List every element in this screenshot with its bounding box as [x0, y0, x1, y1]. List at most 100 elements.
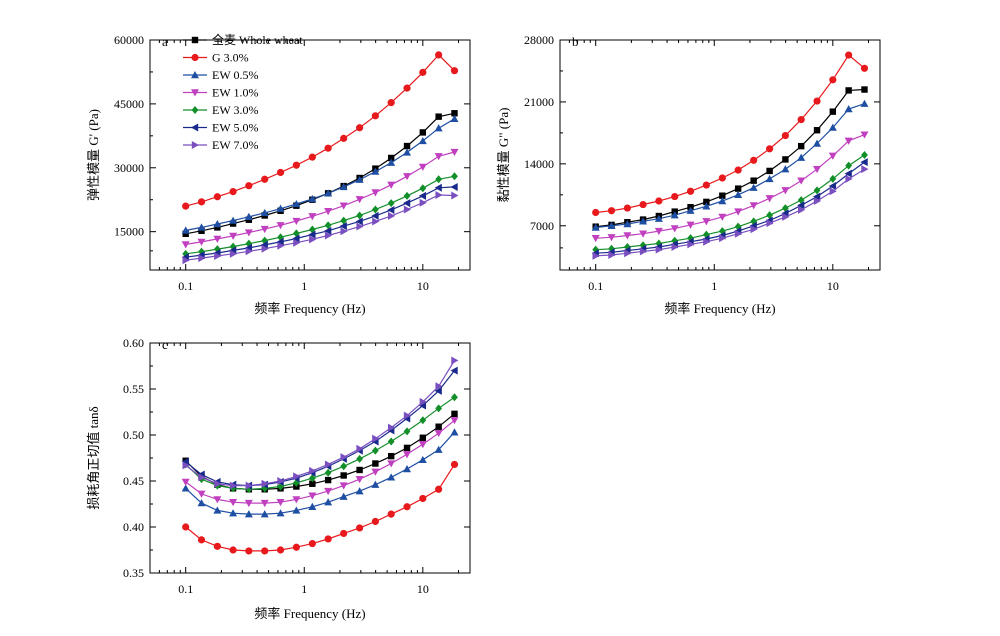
data-point: [829, 187, 837, 196]
series-ew-7-0: [592, 165, 869, 260]
data-point: [260, 510, 269, 518]
data-point: [403, 199, 411, 208]
data-point: [655, 245, 663, 254]
data-point: [371, 211, 379, 220]
data-point: [371, 189, 380, 197]
data-point: [292, 234, 300, 243]
x-tick-label: 1: [301, 279, 307, 293]
data-point: [356, 211, 364, 220]
y-tick-label: 0.40: [123, 520, 144, 534]
data-point: [213, 235, 222, 243]
data-point: [607, 234, 616, 242]
data-point: [387, 154, 395, 162]
data-point: [734, 208, 743, 216]
data-point: [339, 492, 348, 500]
data-point: [419, 68, 427, 76]
data-point: [308, 539, 316, 548]
panel-a-series: [181, 51, 459, 265]
data-point: [245, 239, 253, 248]
data-point: [387, 473, 396, 481]
data-point: [356, 466, 363, 474]
series-whole-wheat: [182, 410, 458, 493]
data-point: [355, 487, 364, 495]
data-point: [766, 219, 774, 228]
data-point: [355, 196, 364, 204]
data-point: [245, 481, 253, 490]
data-point: [356, 444, 364, 453]
data-point: [750, 225, 758, 234]
series-ew-3-0: [182, 172, 458, 258]
series-ew-5-0: [591, 158, 868, 258]
data-point: [719, 192, 726, 199]
y-tick-label: 7000: [530, 219, 554, 233]
y-tick-label: 45000: [114, 97, 144, 111]
data-point: [324, 460, 333, 469]
y-tick-label: 15000: [114, 225, 144, 239]
data-point: [639, 200, 647, 209]
y-tick-label: 0.60: [123, 336, 144, 350]
data-point: [418, 191, 427, 200]
series-ew-1-0: [181, 417, 459, 508]
data-point: [813, 127, 821, 134]
data-point: [734, 185, 742, 192]
data-point: [372, 434, 380, 443]
panel-c-label: c: [162, 337, 168, 352]
y-tick-label: 28000: [524, 33, 554, 47]
data-point: [387, 452, 395, 460]
data-point: [387, 437, 395, 446]
legend: 全麦 Whole wheat G 3.0% EW 0.5% EW 1.0% EW 3.0…: [183, 32, 303, 152]
legend-label: EW 1.0%: [212, 86, 258, 100]
data-point: [860, 131, 869, 139]
data-point: [371, 480, 380, 488]
data-point: [387, 199, 395, 208]
y-tick-label: 14000: [524, 157, 554, 171]
data-point: [340, 216, 348, 225]
data-point: [845, 161, 853, 170]
data-point: [309, 235, 317, 244]
data-point: [861, 165, 869, 174]
series-g-3-0: [182, 460, 459, 555]
data-point: [829, 174, 837, 183]
data-point: [607, 221, 616, 229]
data-point: [197, 238, 206, 246]
data-point: [276, 546, 285, 554]
data-point: [419, 494, 427, 503]
data-point: [654, 227, 663, 236]
data-point: [686, 206, 695, 214]
legend-item: EW 7.0%: [183, 138, 258, 152]
panel-b-chart: b 频率 Frequency (Hz) 黏性模量 G" (Pa) 0.1 1 10 7…: [496, 33, 881, 316]
data-point: [719, 234, 727, 243]
panel-a-frame: [149, 39, 471, 271]
data-point: [277, 241, 285, 250]
data-point: [387, 460, 396, 468]
data-point: [639, 230, 648, 238]
data-point: [797, 153, 806, 161]
data-point: [419, 434, 427, 441]
data-point: [845, 87, 852, 94]
data-point: [197, 198, 206, 206]
legend-marker: [191, 53, 199, 62]
data-point: [813, 139, 822, 147]
data-point: [181, 478, 190, 486]
data-point: [213, 220, 222, 228]
data-point: [324, 208, 333, 216]
data-point: [324, 231, 333, 240]
data-point: [229, 216, 238, 224]
data-point: [403, 444, 411, 452]
data-point: [213, 496, 222, 504]
data-point: [797, 205, 806, 214]
panel-c-series: [181, 356, 459, 555]
data-point: [276, 498, 285, 507]
data-point: [403, 451, 412, 459]
data-point: [718, 213, 727, 221]
data-point: [607, 207, 616, 215]
data-point: [229, 546, 237, 554]
legend-item: EW 5.0%: [183, 121, 258, 135]
data-point: [639, 217, 648, 225]
x-tick-label: 0.1: [588, 279, 603, 293]
data-point: [372, 217, 380, 226]
series-line: [185, 419, 455, 504]
data-point: [435, 175, 443, 184]
data-point: [276, 204, 285, 212]
